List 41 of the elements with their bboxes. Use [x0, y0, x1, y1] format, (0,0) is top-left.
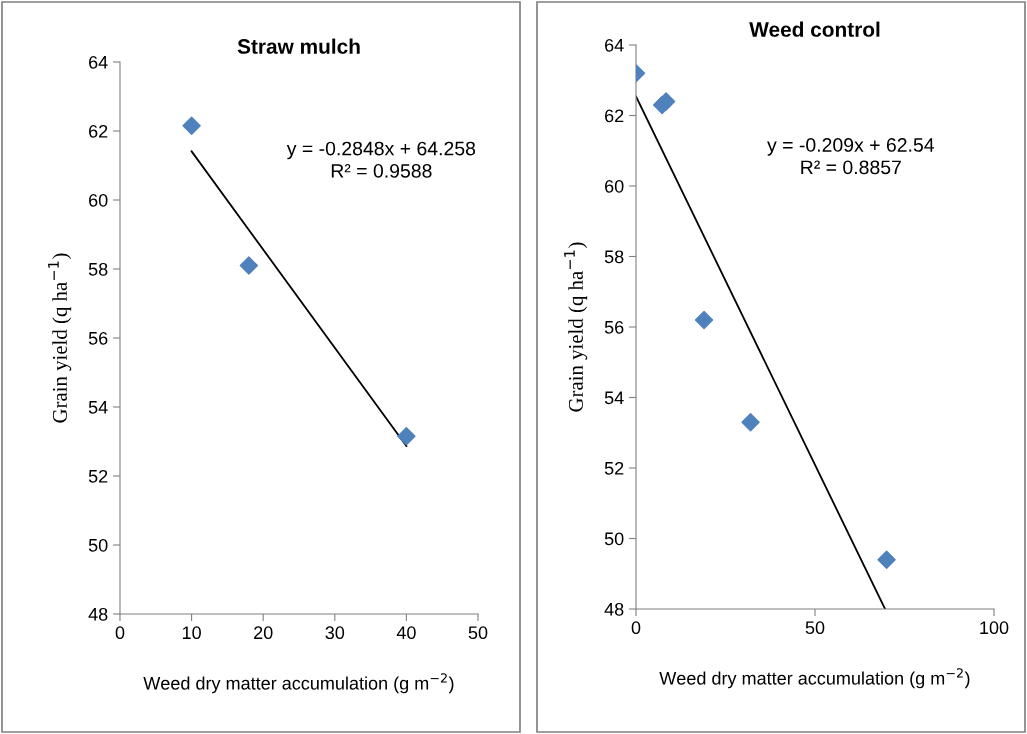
point: [397, 427, 416, 446]
x-tick-label: 10: [182, 626, 201, 640]
point: [877, 550, 896, 569]
y-tick-label: 64: [89, 55, 108, 69]
point: [239, 256, 259, 275]
chart-title: Straw mulch: [237, 38, 360, 54]
y-tick-label: 50: [88, 538, 108, 552]
y-tick-label: 58: [88, 262, 108, 276]
x-tick-label: 0: [115, 626, 125, 640]
chart-title: Weed control: [749, 21, 880, 37]
y-axis-title: Grain yield (q ha$^{−1}$): [564, 242, 588, 412]
y-tick-label: 52: [604, 461, 624, 475]
y-tick-label: 54: [604, 391, 624, 405]
y-tick-label: 60: [89, 193, 108, 207]
annotation: y = -0.2848x + 64.258 R² = 0.9588: [286, 141, 476, 178]
x-tick-label: 50: [805, 621, 825, 635]
y-tick-label: 54: [88, 401, 108, 414]
annotation: y = -0.209x + 62.54 R² = 0.8857: [767, 138, 935, 175]
y-tick-label: 48: [88, 607, 108, 621]
y-tick-label: 64: [605, 38, 624, 52]
point: [741, 412, 760, 432]
x-tick-label: 0: [631, 621, 641, 635]
x-tick-label: 50: [468, 626, 488, 640]
y-tick-label: 62: [605, 109, 624, 123]
y-tick-label: 60: [605, 179, 624, 193]
y-axis-title: Grain yield (q ha$^{−1}$): [48, 253, 72, 423]
x-tick-label: 20: [254, 626, 273, 640]
x-axis-title: Weed dry matter accumulation (g m$^{−2}$): [143, 673, 454, 694]
y-tick-label: 62: [89, 124, 108, 138]
y-tick-label: 56: [604, 320, 624, 334]
point: [694, 310, 714, 330]
x-tick-label: 40: [396, 626, 416, 640]
point: [182, 116, 201, 136]
x-tick-label: 100: [980, 621, 1009, 635]
x-tick-label: 30: [325, 626, 345, 640]
y-tick-label: 56: [88, 331, 108, 345]
y-tick-label: 50: [604, 532, 624, 546]
x-axis-title: Weed dry matter accumulation (g m$^{−2}$): [659, 668, 970, 689]
y-tick-label: 58: [604, 250, 624, 264]
y-tick-label: 48: [604, 602, 624, 616]
y-tick-label: 52: [88, 469, 108, 483]
